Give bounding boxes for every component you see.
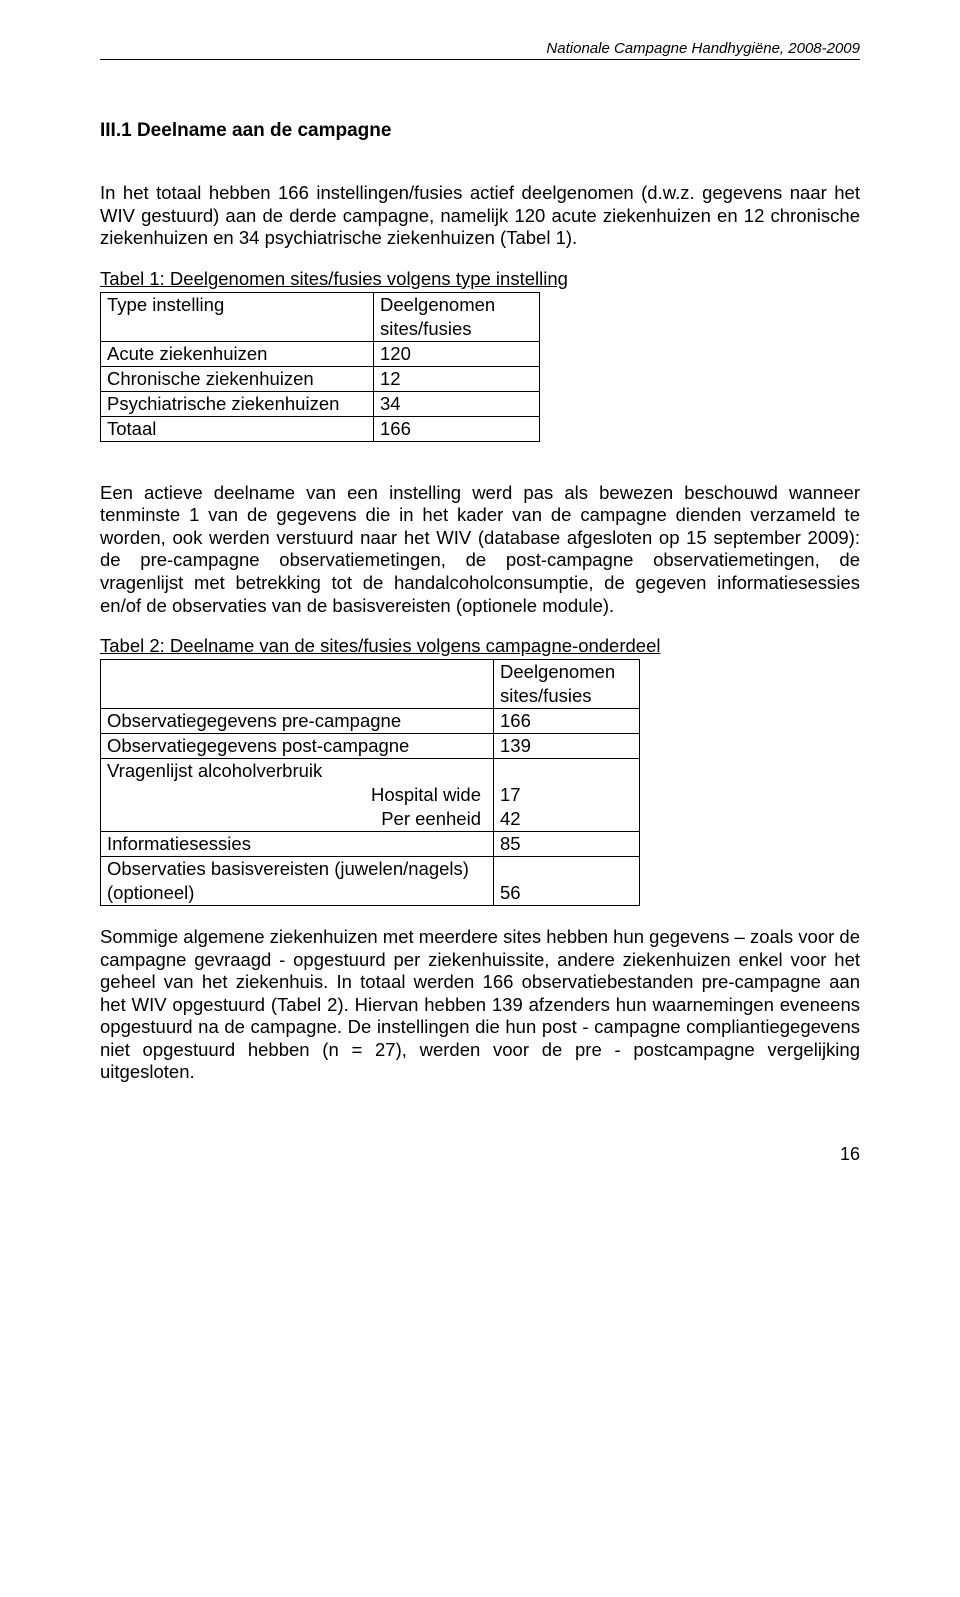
table-cell-sublabel: Per eenheid [101, 807, 494, 832]
table-header-deel-a: Deelgenomen [494, 660, 640, 685]
table-cell-label: Acute ziekenhuizen [101, 341, 374, 366]
page: Nationale Campagne Handhygiëne, 2008-200… [0, 0, 960, 1225]
table-row: Per eenheid 42 [101, 807, 640, 832]
table-cell-label: Vragenlijst alcoholverbruik [101, 759, 494, 784]
table-cell-label: Chronische ziekenhuizen [101, 366, 374, 391]
table-row: Observaties basisvereisten (juwelen/nage… [101, 857, 640, 882]
table-cell-value: 12 [374, 366, 540, 391]
table-2: Deelgenomen sites/fusies Observatiegegev… [100, 659, 640, 906]
table-row: Observatiegegevens pre-campagne 166 [101, 709, 640, 734]
table-cell-label: Psychiatrische ziekenhuizen [101, 391, 374, 416]
table-row: Vragenlijst alcoholverbruik [101, 759, 640, 784]
table-header-blank [101, 660, 494, 709]
section-title: III.1 Deelname aan de campagne [100, 120, 860, 142]
table-cell-value: 56 [494, 881, 640, 906]
table-cell-label: Observatiegegevens post-campagne [101, 734, 494, 759]
table-header-deel-a: Deelgenomen [374, 292, 540, 317]
table-cell-label: Informatiesessies [101, 832, 494, 857]
table-row: Hospital wide 17 [101, 783, 640, 807]
running-header: Nationale Campagne Handhygiëne, 2008-200… [100, 40, 860, 60]
table-row: (optioneel) 56 [101, 881, 640, 906]
table-header-deel-b: sites/fusies [374, 317, 540, 342]
table-header-deel-b: sites/fusies [494, 684, 640, 709]
table-row: Chronische ziekenhuizen 12 [101, 366, 540, 391]
table-1: Type instelling Deelgenomen sites/fusies… [100, 292, 540, 442]
table-cell-value: 139 [494, 734, 640, 759]
paragraph-1: In het totaal hebben 166 instellingen/fu… [100, 182, 860, 250]
table-cell-label: Totaal [101, 416, 374, 441]
table-cell-value: 42 [494, 807, 640, 832]
table-row: Totaal 166 [101, 416, 540, 441]
page-number: 16 [100, 1144, 860, 1165]
table-cell-label: Observaties basisvereisten (juwelen/nage… [101, 857, 494, 882]
paragraph-2: Een actieve deelname van een instelling … [100, 482, 860, 617]
table-cell-sublabel: Hospital wide [101, 783, 494, 807]
table-row: Observatiegegevens post-campagne 139 [101, 734, 640, 759]
table-row: Deelgenomen [101, 660, 640, 685]
paragraph-3: Sommige algemene ziekenhuizen met meerde… [100, 926, 860, 1084]
table-cell-value: 120 [374, 341, 540, 366]
table-row: Psychiatrische ziekenhuizen 34 [101, 391, 540, 416]
table-cell-value: 166 [494, 709, 640, 734]
table-cell-value: 17 [494, 783, 640, 807]
table-cell-value: 166 [374, 416, 540, 441]
table-header-type: Type instelling [101, 292, 374, 341]
table-cell-label: Observatiegegevens pre-campagne [101, 709, 494, 734]
table-1-caption: Tabel 1: Deelgenomen sites/fusies volgen… [100, 268, 860, 290]
table-2-caption: Tabel 2: Deelname van de sites/fusies vo… [100, 635, 860, 657]
table-row: Acute ziekenhuizen 120 [101, 341, 540, 366]
table-cell-value: 34 [374, 391, 540, 416]
table-cell-value [494, 759, 640, 784]
table-cell-value: 85 [494, 832, 640, 857]
table-row: Informatiesessies 85 [101, 832, 640, 857]
table-cell-value [494, 857, 640, 882]
table-row: Type instelling Deelgenomen [101, 292, 540, 317]
table-cell-label: (optioneel) [101, 881, 494, 906]
